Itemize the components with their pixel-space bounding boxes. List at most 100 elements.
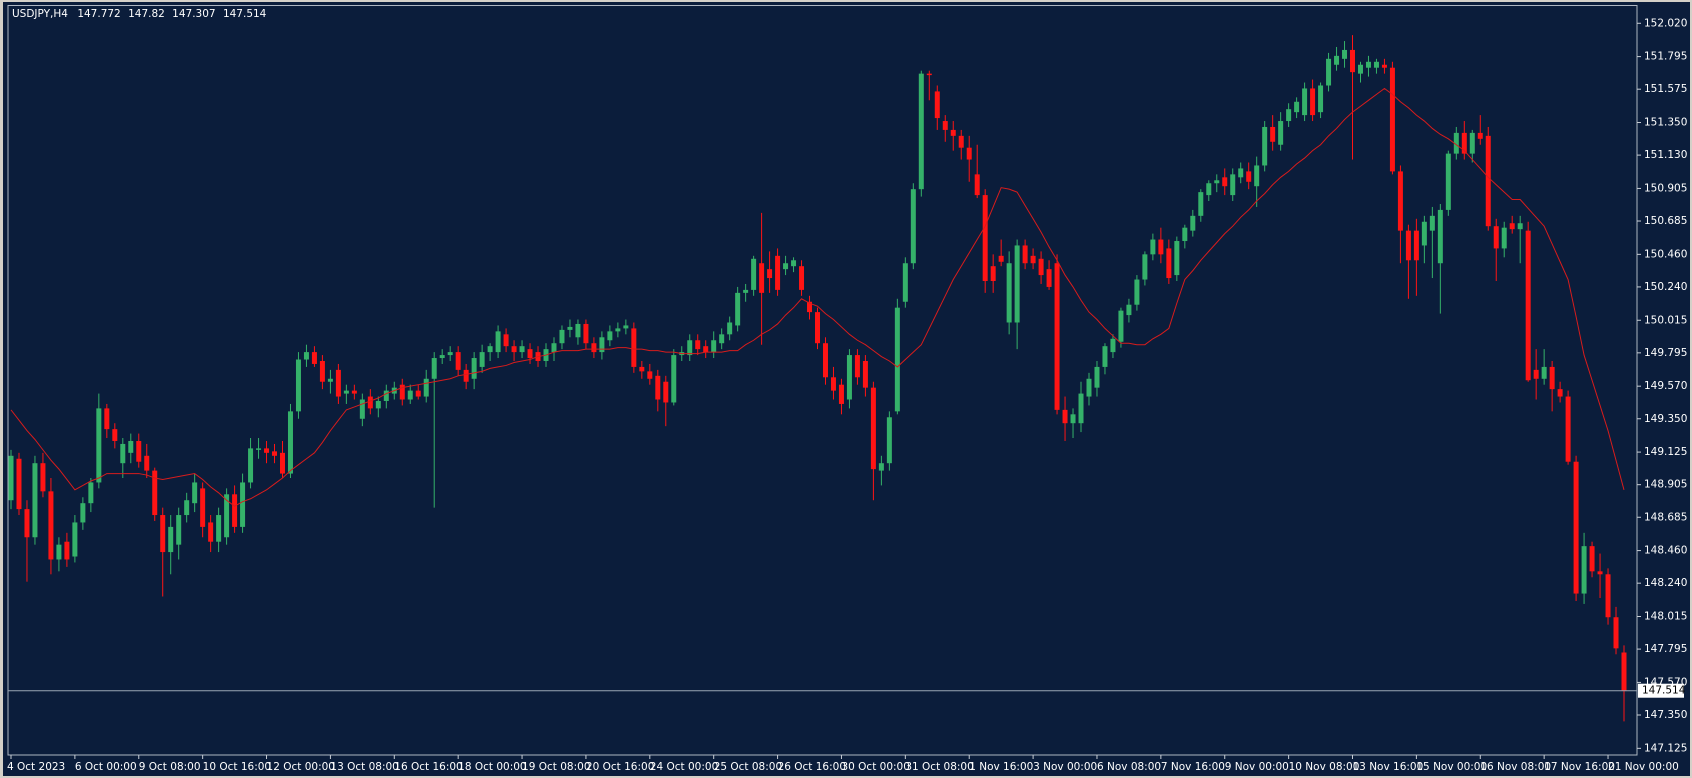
- candle-body-up: [1334, 55, 1340, 65]
- candle-body-up: [1302, 88, 1308, 116]
- candle-body-down: [511, 346, 517, 353]
- candle-body-up: [791, 260, 797, 267]
- y-tick-label: 151.350: [1644, 117, 1687, 129]
- candle-body-down: [455, 352, 461, 370]
- candle-body-up: [240, 482, 246, 527]
- candle-body-up: [1437, 209, 1443, 264]
- x-tick-label: 16 Oct 16:00: [394, 761, 462, 773]
- candle-body-down: [152, 470, 158, 516]
- candle-body-down: [695, 340, 701, 350]
- candle-body-up: [176, 515, 182, 545]
- moving-average-line: [10, 87, 1625, 507]
- y-tick-label: 152.020: [1644, 17, 1687, 29]
- x-tick-label: 24 Oct 00:00: [650, 761, 718, 773]
- candle-body-down: [1557, 389, 1563, 397]
- candle-body-up: [439, 355, 445, 359]
- candle-body-down: [854, 355, 860, 378]
- candle-body-up: [1501, 227, 1507, 249]
- candle-body-down: [583, 323, 589, 344]
- candle-body-down: [1381, 64, 1387, 68]
- candle-body-down: [1350, 49, 1356, 73]
- candle-body-up: [248, 448, 254, 483]
- candle-body-up: [487, 346, 493, 353]
- candle-body-up: [1110, 338, 1116, 353]
- candle-body-up: [894, 307, 900, 412]
- candle-body-up: [623, 325, 629, 329]
- candle-body-down: [1621, 652, 1627, 691]
- candle-body-down: [40, 463, 46, 492]
- candle-body-up: [1094, 366, 1100, 388]
- symbol: USDJPY,H4: [12, 8, 68, 20]
- chart-background: [3, 2, 1690, 776]
- y-tick-label: 150.015: [1644, 314, 1687, 326]
- candle-body-up: [751, 258, 757, 290]
- candle-body-up: [519, 346, 525, 353]
- candle-body-down: [830, 377, 836, 391]
- candle-body-down: [1246, 171, 1252, 182]
- candle-body-up: [1445, 153, 1451, 210]
- candle-body-up: [918, 73, 924, 190]
- candle-body-down: [1589, 546, 1595, 572]
- candle-body-up: [1581, 546, 1587, 594]
- candle-body-down: [208, 522, 214, 542]
- x-tick-label: 6 Oct 00:00: [75, 761, 137, 773]
- candle-body-down: [104, 408, 110, 430]
- x-tick-label: 10 Nov 08:00: [1289, 761, 1360, 773]
- candle-body-up: [687, 340, 693, 356]
- candle-body-up: [447, 352, 453, 356]
- candle-body-down: [639, 366, 645, 372]
- chart-header: USDJPY,H4 147.772 147.82 147.307 147.514: [12, 8, 267, 20]
- candle-body-down: [1533, 369, 1539, 379]
- x-tick-label: 9 Nov 00:00: [1225, 761, 1289, 773]
- y-tick-label: 151.575: [1644, 83, 1687, 95]
- candle-body-down: [934, 91, 940, 119]
- candle-body-up: [1342, 49, 1348, 59]
- candle-body-down: [767, 269, 773, 279]
- candle-body-down: [1222, 177, 1228, 187]
- candle-body-down: [631, 328, 637, 367]
- y-tick-label: 150.460: [1644, 248, 1687, 260]
- candle-body-down: [822, 343, 828, 378]
- candle-body-up: [256, 448, 262, 450]
- candle-body-down: [1493, 226, 1499, 249]
- candle-body-up: [80, 503, 86, 523]
- y-tick-label: 149.795: [1644, 347, 1687, 359]
- candle-body-up: [1078, 393, 1084, 424]
- candle-body-down: [112, 429, 118, 441]
- candle-body-down: [1046, 269, 1052, 287]
- x-tick-label: 26 Oct 16:00: [778, 761, 846, 773]
- candle-body-up: [1517, 223, 1523, 230]
- candle-body-up: [1126, 304, 1132, 316]
- candle-body-down: [966, 147, 972, 160]
- candle-body-up: [711, 340, 717, 353]
- candle-body-down: [1573, 461, 1579, 594]
- candle-body-down: [351, 390, 357, 394]
- candle-body-down: [1413, 230, 1419, 261]
- y-tick-label: 150.685: [1644, 215, 1687, 227]
- candle-body-up: [567, 326, 573, 330]
- candle-body-down: [319, 360, 325, 382]
- candle-body-down: [815, 312, 820, 344]
- candle-body-down: [1389, 67, 1395, 172]
- candle-body-down: [775, 255, 781, 290]
- candle-body-down: [463, 369, 469, 382]
- candle-body-up: [1230, 174, 1236, 196]
- candle-body-up: [599, 337, 605, 353]
- candle-body-down: [200, 488, 206, 527]
- y-tick-label: 150.905: [1644, 182, 1687, 194]
- candle-body-up: [1365, 61, 1371, 68]
- candle-body-down: [503, 334, 509, 347]
- candle-body-down: [1461, 132, 1467, 154]
- candle-body-up: [1214, 180, 1220, 184]
- candle-body-down: [16, 458, 22, 510]
- candle-body-down: [942, 121, 948, 130]
- candle-body-up: [559, 329, 565, 344]
- candle-body-down: [232, 494, 238, 527]
- y-tick-label: 148.240: [1644, 577, 1687, 589]
- candle-body-down: [998, 255, 1004, 262]
- candle-body-down: [703, 346, 709, 353]
- candle-body-up: [1254, 165, 1260, 187]
- candle-body-up: [1190, 215, 1196, 231]
- candle-body-up: [1262, 126, 1268, 166]
- candle-body-down: [1565, 396, 1571, 462]
